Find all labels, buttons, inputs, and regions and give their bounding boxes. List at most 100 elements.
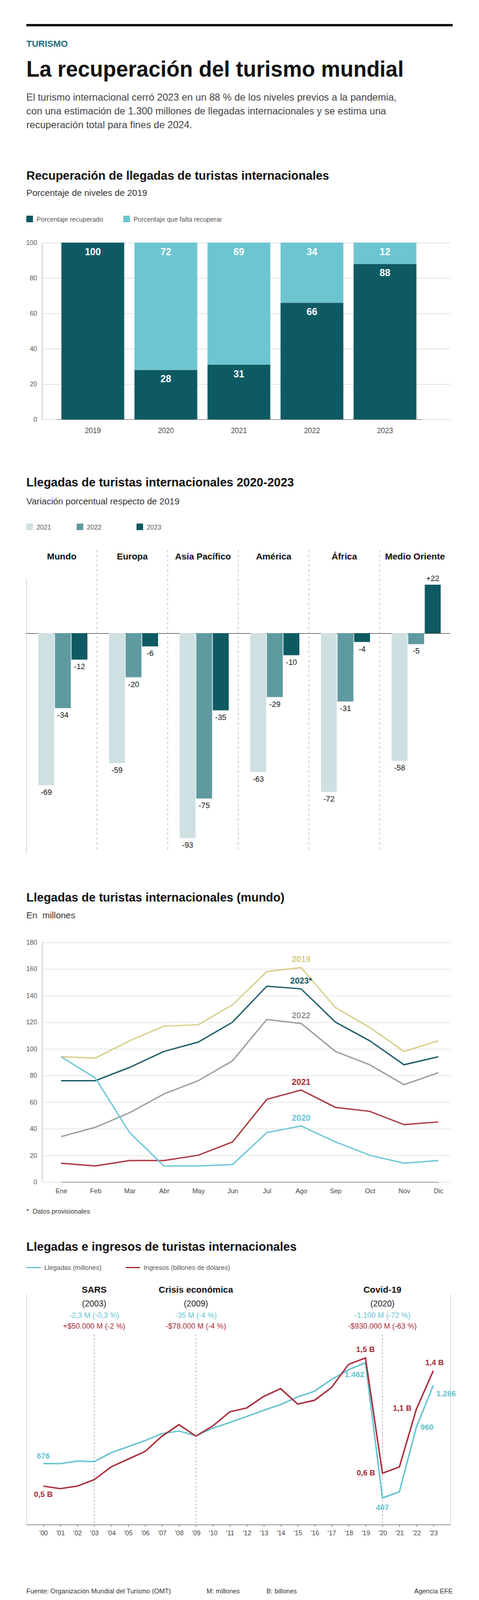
x-axis-tick-label: Oct — [364, 1186, 375, 1194]
y-axis: 020406080100 — [26, 238, 451, 423]
data-label: -72 — [323, 793, 335, 803]
y-axis-tick-label: 160 — [26, 964, 38, 972]
footnote: * Datos provisionales — [26, 1207, 91, 1215]
x-axis-tick-label: '12 — [242, 1528, 251, 1536]
series-labels: 20192023*202220212020 — [290, 953, 313, 1122]
x-axis-tick: '12 — [242, 1523, 251, 1536]
source: Fuente: Organización Mundial del Turismo… — [26, 1586, 171, 1594]
legend-label: Porcentaje recuperado — [36, 215, 103, 223]
legend-swatch — [26, 215, 33, 223]
y-axis-tick-label: 60 — [29, 309, 38, 317]
event-title: SARS — [81, 1283, 107, 1294]
x-axis-tick-label: Ene — [55, 1186, 68, 1194]
data-label: 407 — [376, 1502, 390, 1512]
data-label: -58 — [393, 762, 406, 772]
legend-swatch — [123, 215, 130, 223]
y2-axis — [450, 1293, 451, 1525]
event-year: (2009) — [183, 1298, 208, 1308]
x-axis-tick-mark — [263, 1523, 265, 1527]
title: La recuperación del turismo mundial — [26, 56, 404, 82]
x-axis-tick-mark — [246, 1523, 248, 1527]
data-label: -59 — [111, 765, 123, 775]
infographic: TURISMOLa recuperación del turismo mundi… — [0, 0, 479, 1600]
panel-head: África — [331, 550, 358, 562]
x-axis-tick-label: '10 — [208, 1528, 218, 1536]
x-axis-tick-label: '21 — [395, 1528, 404, 1536]
bar — [337, 632, 354, 702]
y-axis-tick-mark — [41, 1128, 451, 1129]
x-axis-tick: 2019 — [85, 426, 102, 435]
x-axis-tick-mark — [179, 1523, 180, 1527]
data-label: -31 — [340, 703, 352, 713]
lines — [61, 966, 439, 1166]
intro: recuperación total para fines de 2024. — [26, 119, 193, 130]
chart-subtitle: Variación porcentual respecto de 2019 — [26, 495, 180, 506]
line — [61, 1019, 439, 1137]
line — [61, 985, 439, 1081]
event-line — [195, 1334, 197, 1524]
x-axis-tick: Ene — [55, 1186, 68, 1194]
line — [43, 1362, 433, 1498]
data-label: -5 — [412, 646, 420, 656]
x-axis-tick-label: 2022 — [304, 426, 321, 435]
x-axis: 20192020202120222023 — [56, 419, 423, 435]
bar — [134, 242, 198, 370]
x-axis-tick: '14 — [276, 1523, 286, 1536]
y-axis-tick-label: 100 — [26, 238, 38, 247]
bars — [61, 242, 417, 420]
panel-divider — [308, 549, 310, 851]
y-axis-line — [41, 243, 43, 420]
data-label: -69 — [40, 787, 53, 797]
x-axis-tick-label: '03 — [90, 1528, 99, 1536]
x-axis-tick: '06 — [141, 1523, 150, 1536]
event-title: Crisis económica — [158, 1283, 234, 1294]
x-axis-tick: Ago — [295, 1186, 308, 1194]
legend-label: Llegadas (millones) — [44, 1263, 102, 1271]
x-axis-tick-label: '23 — [429, 1528, 438, 1536]
bar — [141, 632, 159, 647]
x-axis-line — [56, 419, 423, 420]
chart-history: Llegadas e ingresos de turistas internac… — [26, 1239, 456, 1536]
x-axis-tick-label: 2023 — [377, 426, 394, 435]
x-axis-tick-mark — [128, 1523, 129, 1527]
bar — [280, 242, 344, 303]
x-axis-tick-mark — [416, 1523, 417, 1527]
x-axis-tick-mark — [365, 1523, 366, 1527]
x-axis-tick-label: '00 — [39, 1528, 48, 1536]
data-label: -4 — [358, 644, 366, 654]
x-axis-tick: Dic — [434, 1186, 444, 1194]
x-axis-tick-label: Abr — [159, 1186, 170, 1194]
legend-label: 2023 — [146, 523, 162, 531]
y-axis-tick-mark — [41, 1154, 451, 1156]
x-axis-tick-label: '02 — [73, 1528, 82, 1536]
x-axis: '00'01'02'03'04'05'06'07'08'09'10'11'12'… — [26, 1523, 451, 1536]
x-axis-tick-label: '14 — [276, 1528, 286, 1536]
y-axis-tick: 180 — [26, 938, 451, 946]
x-axis-tick: '09 — [192, 1523, 201, 1536]
x-axis-tick: 2021 — [231, 426, 248, 435]
x-axis-tick: '03 — [90, 1523, 99, 1536]
data-label: 100 — [85, 246, 102, 257]
x-axis-tick: Jul — [262, 1186, 272, 1194]
panel-head: Asia Pacífico — [174, 550, 231, 562]
x-axis-tick-mark — [162, 1523, 163, 1527]
lines — [43, 1357, 433, 1498]
x-axis-tick-mark — [229, 1523, 231, 1527]
data-label: -34 — [57, 710, 69, 720]
legend-label: Ingresos (billones de dólares) — [143, 1263, 230, 1271]
panel-divider — [238, 549, 239, 851]
x-axis-tick-mark — [144, 1523, 146, 1527]
y-axis-line — [26, 1293, 27, 1525]
x-axis-tick-label: Feb — [89, 1186, 102, 1194]
data-label: 1,1 B — [392, 1402, 412, 1412]
y-axis-tick: 160 — [26, 964, 451, 972]
x-axis-tick-label: Mar — [124, 1186, 136, 1194]
y-axis-tick-mark — [41, 995, 451, 996]
data-label: 72 — [160, 246, 172, 257]
data-label: -75 — [198, 800, 211, 810]
x-axis-tick-mark — [297, 1523, 299, 1527]
x-axis-tick-mark — [331, 1523, 333, 1527]
panel-dividers — [96, 549, 380, 851]
chart-monthly: Llegadas de turistas internacionales (mu… — [26, 890, 451, 1215]
x-axis-tick: 2023 — [377, 426, 394, 435]
